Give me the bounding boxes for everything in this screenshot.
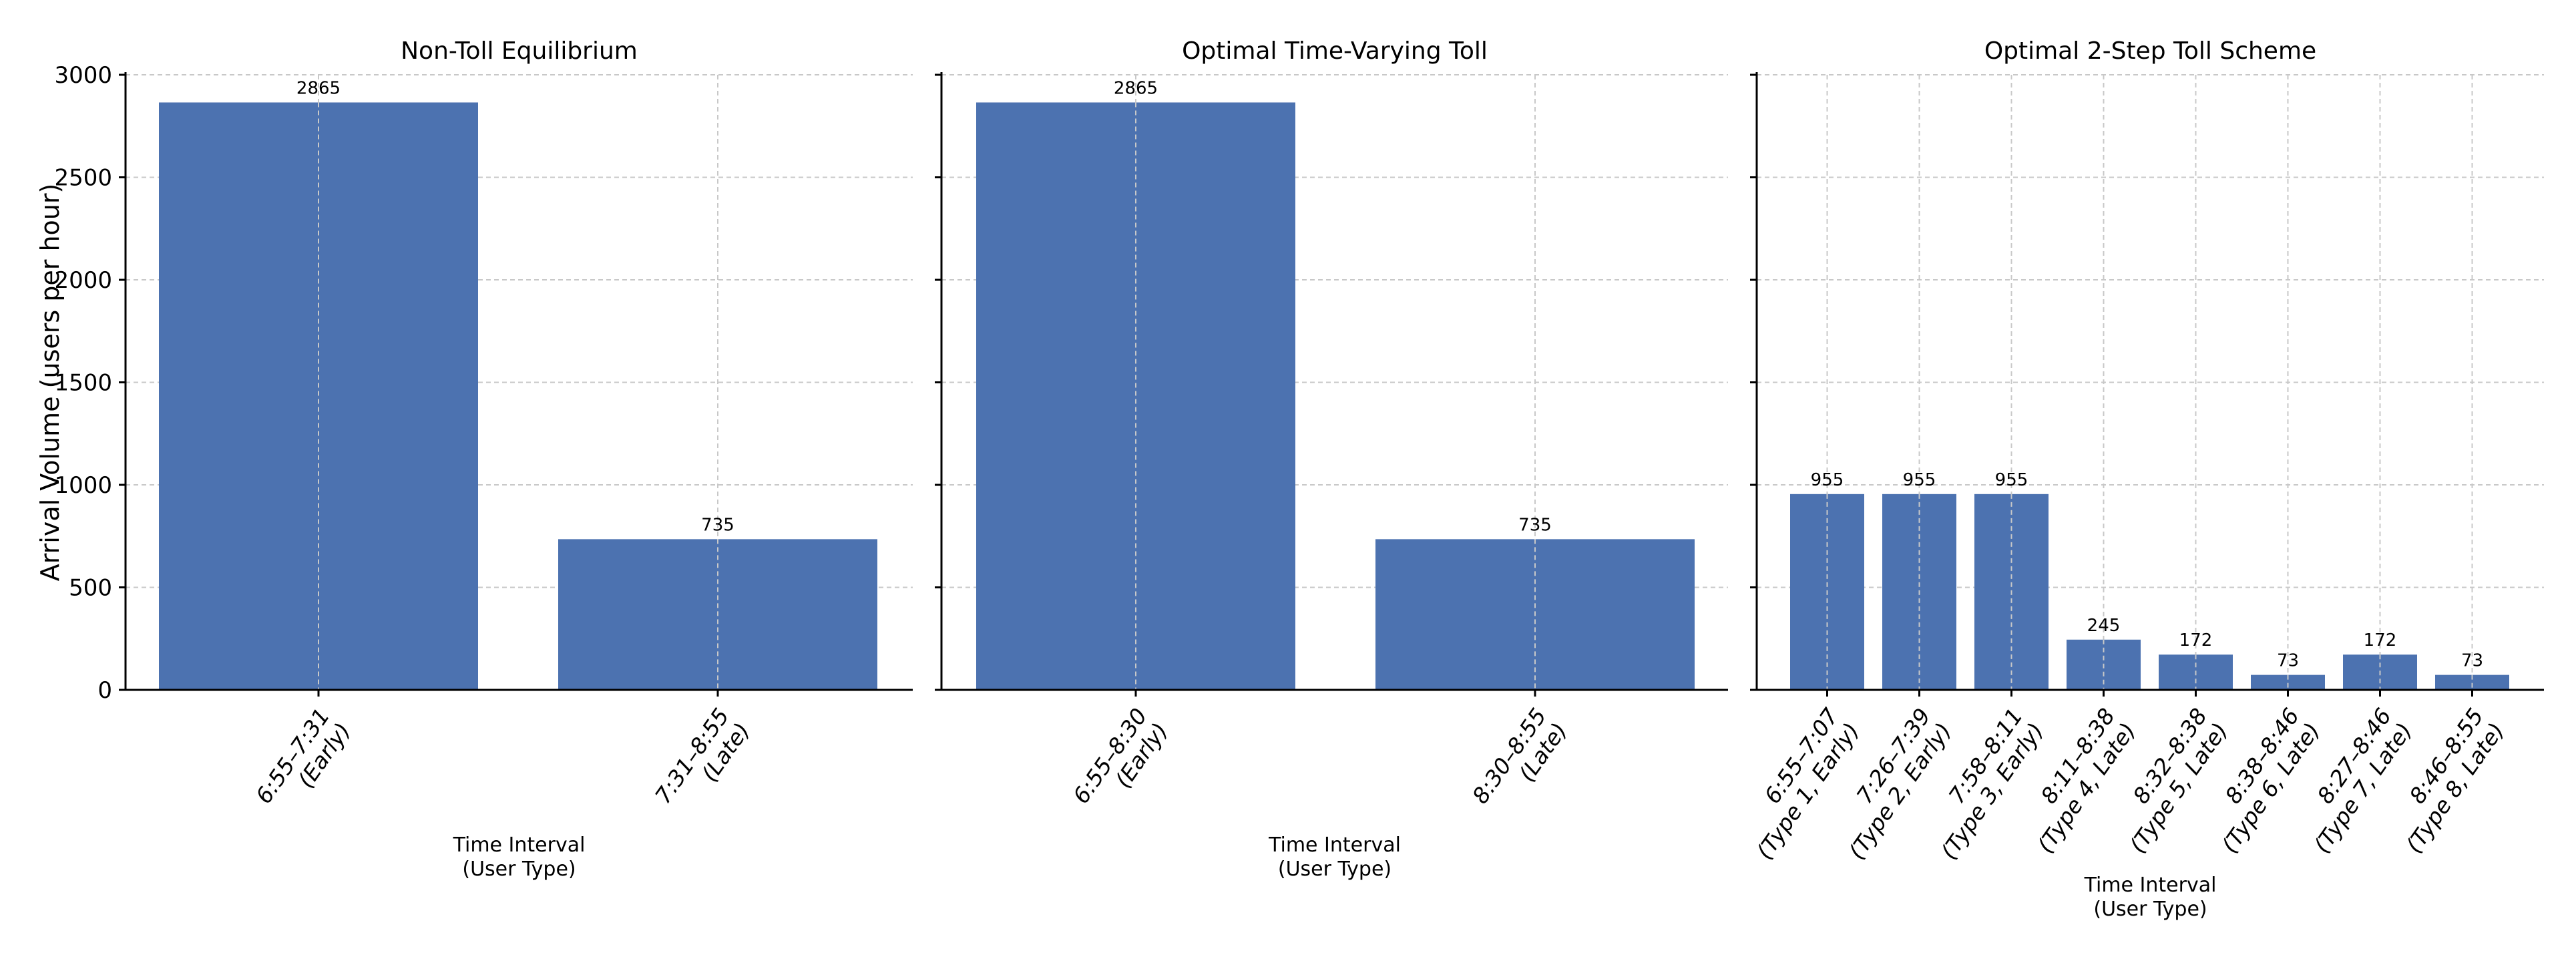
y-tick-label: 1000 bbox=[54, 472, 112, 499]
data-label: 955 bbox=[1995, 470, 2028, 490]
y-tick-label: 2000 bbox=[54, 267, 112, 294]
data-label: 245 bbox=[2087, 616, 2121, 636]
data-label: 955 bbox=[1811, 470, 1844, 490]
x-axis-title: Time Interval (User Type) bbox=[2084, 874, 2217, 921]
data-label: 735 bbox=[1518, 515, 1552, 535]
chart-panels: 0 500 1000 1500 2000 2500 3000 2865 6:55–7:31(Ea… bbox=[35, 37, 2544, 921]
x-axis-title-line: (User Type) bbox=[462, 857, 576, 881]
category-label: 6:55–7:31(Early) bbox=[250, 703, 356, 823]
category-label: 7:31–8:55(Late) bbox=[650, 703, 755, 823]
x-axis-title-line: Time Interval bbox=[1268, 833, 1401, 857]
x-axis-title-line: (User Type) bbox=[1278, 857, 1391, 881]
data-label: 2865 bbox=[1114, 78, 1158, 98]
x-axis-title-line: (User Type) bbox=[2093, 898, 2207, 921]
bar bbox=[2251, 675, 2325, 690]
data-label: 73 bbox=[2461, 651, 2483, 671]
panel-title: Optimal 2-Step Toll Scheme bbox=[1984, 37, 2316, 65]
data-label: 172 bbox=[2364, 630, 2397, 650]
panel-1: 0 500 1000 1500 2000 2500 3000 2865 6:55–7:31(Ea… bbox=[35, 37, 913, 881]
y-tick-label: 0 bbox=[97, 677, 112, 704]
category-label: 6:55–7:07(Type 1, Early) bbox=[1731, 703, 1865, 864]
data-label: 735 bbox=[701, 515, 734, 535]
y-tick-label: 500 bbox=[69, 575, 112, 602]
data-label: 172 bbox=[2179, 630, 2213, 650]
panel-title: Non-Toll Equilibrium bbox=[401, 37, 638, 65]
data-label: 955 bbox=[1903, 470, 1936, 490]
y-tick-label: 3000 bbox=[54, 62, 112, 89]
category-label: 8:30–8:55(Late) bbox=[1467, 703, 1572, 823]
x-axis-title-line: Time Interval bbox=[453, 833, 586, 857]
y-tick-label: 2500 bbox=[54, 165, 112, 192]
panel-title: Optimal Time-Varying Toll bbox=[1182, 37, 1488, 65]
y-axis-title: Arrival Volume (users per hour) bbox=[35, 184, 65, 582]
x-axis-title-line: Time Interval bbox=[2084, 874, 2217, 897]
data-label: 73 bbox=[2277, 651, 2299, 671]
y-tick-label: 1500 bbox=[54, 370, 112, 397]
data-label: 2865 bbox=[296, 78, 341, 98]
bar bbox=[2435, 675, 2509, 690]
x-axis-title: Time Interval (User Type) bbox=[1268, 833, 1401, 881]
category-label: 6:55–8:30(Early) bbox=[1068, 703, 1173, 823]
x-axis-title: Time Interval (User Type) bbox=[453, 833, 586, 881]
panel-2: 2865 6:55–8:30(Early) 735 8:30–8:55(Late) Op… bbox=[935, 37, 1728, 881]
